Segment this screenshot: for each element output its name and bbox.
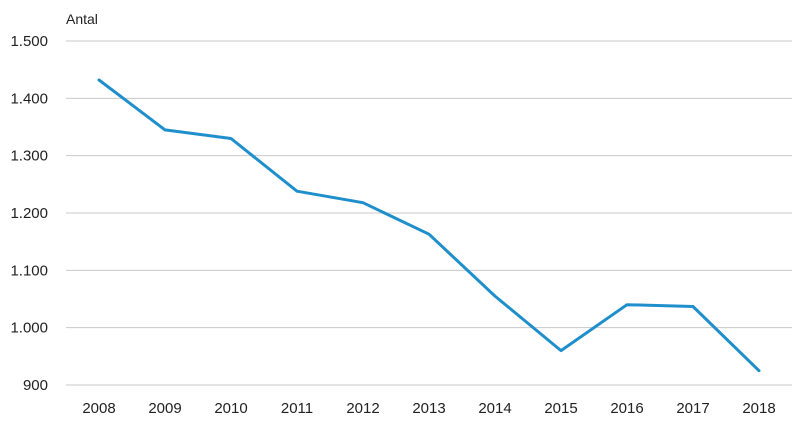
x-tick-label: 2018 — [742, 400, 775, 417]
gridlines — [66, 40, 792, 386]
x-tick-label: 2012 — [346, 400, 379, 417]
y-tick-label: 1.400 — [10, 90, 48, 107]
x-tick-label: 2016 — [610, 400, 643, 417]
x-tick-label: 2009 — [148, 400, 181, 417]
x-tick-label: 2014 — [478, 400, 511, 417]
y-axis-label: Antal — [66, 11, 98, 27]
y-tick-labels: 1.500 1.400 1.300 1.200 1.100 1.000 900 — [10, 33, 48, 394]
x-tick-label: 2013 — [412, 400, 445, 417]
x-tick-label: 2008 — [82, 400, 115, 417]
x-tick-label: 2015 — [544, 400, 577, 417]
series-line — [97, 78, 761, 373]
x-tick-label: 2011 — [281, 400, 313, 417]
y-tick-label: 900 — [23, 377, 48, 394]
y-tick-label: 1.300 — [10, 148, 48, 165]
x-tick-label: 2010 — [214, 400, 247, 417]
y-tick-label: 1.500 — [10, 33, 48, 50]
y-tick-label: 1.200 — [10, 205, 48, 222]
y-tick-label: 1.100 — [10, 262, 48, 279]
y-tick-label: 1.000 — [10, 320, 48, 337]
x-tick-labels: 2008 2009 2010 2011 2012 2013 2014 2015 2016 2017… — [82, 400, 775, 417]
series — [97, 78, 761, 373]
x-tick-label: 2017 — [676, 400, 709, 417]
